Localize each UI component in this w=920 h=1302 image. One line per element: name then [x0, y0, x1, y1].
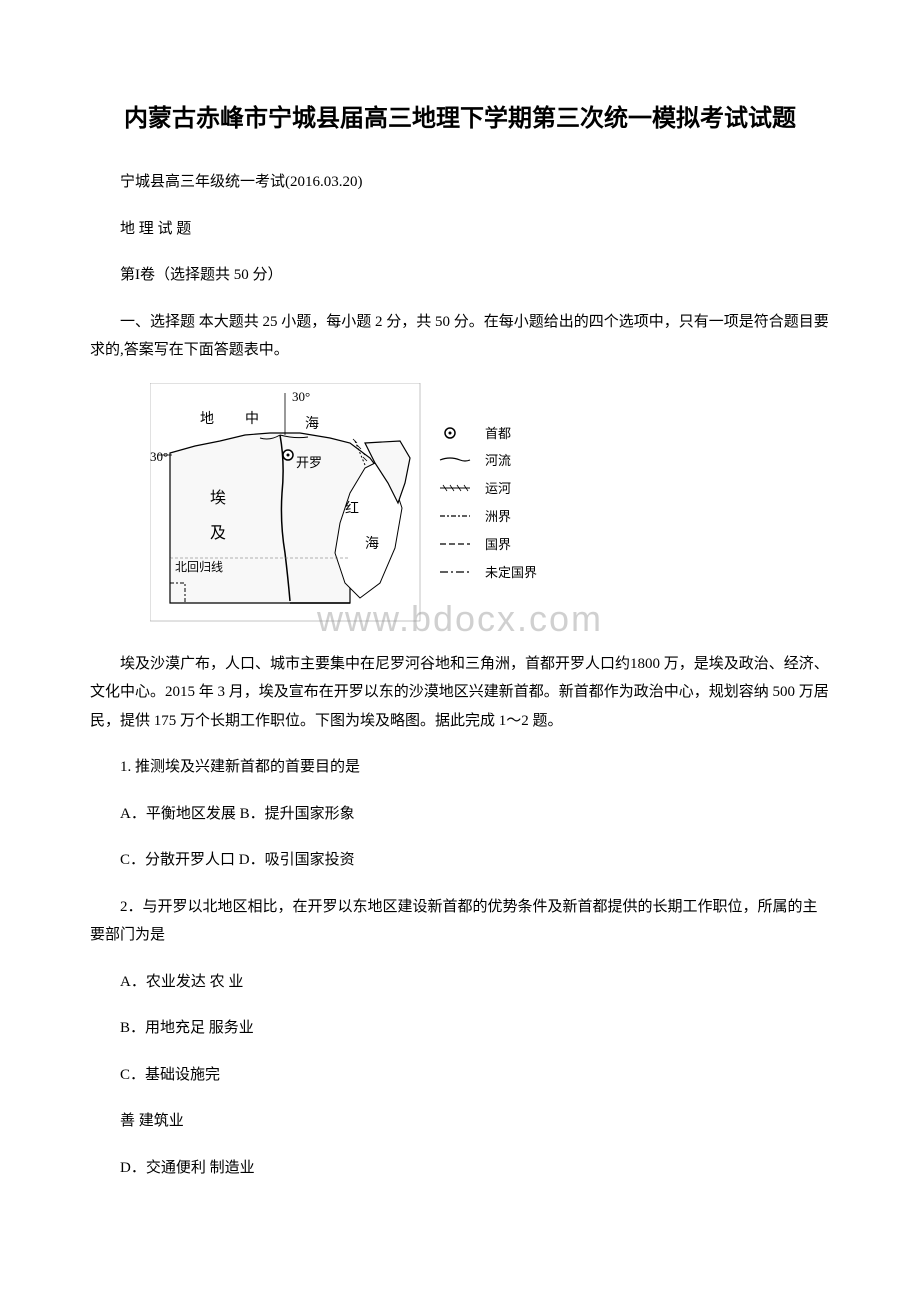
- latitude-label: 30°: [150, 449, 168, 464]
- subject-label: 地 理 试 题: [90, 215, 830, 244]
- legend-national: 国界: [485, 537, 511, 552]
- sea-east-label: 海: [365, 536, 379, 552]
- cairo-label: 开罗: [296, 455, 322, 470]
- med-label-1: 地: [200, 411, 214, 427]
- longitude-label: 30°: [292, 389, 310, 404]
- legend-continent: 洲界: [485, 509, 511, 524]
- med-label-2: 中: [245, 411, 259, 427]
- section-header: 第I卷（选择题共 50 分）: [90, 261, 830, 290]
- q2-option-d: D．交通便利 制造业: [90, 1154, 830, 1183]
- med-label-3: 海: [305, 416, 319, 432]
- tropic-label: 北回归线: [175, 560, 223, 574]
- map-figure: 30° 30° 北回归线 开罗 地 中 海 埃 及 红 海: [150, 383, 830, 623]
- legend-undetermined: 未定国界: [485, 565, 537, 580]
- red-label: 红: [345, 501, 359, 517]
- egypt-label-2: 及: [210, 525, 226, 542]
- egypt-label-1: 埃: [210, 489, 226, 507]
- document-title: 内蒙古赤峰市宁城县届高三地理下学期第三次统一模拟考试试题: [90, 100, 830, 138]
- q1-option-ab: A．平衡地区发展 B．提升国家形象: [90, 800, 830, 829]
- context-paragraph: 埃及沙漠广布，人口、城市主要集中在尼罗河谷地和三角洲，首都开罗人口约1800 万…: [90, 650, 830, 736]
- q2-option-c2: 善 建筑业: [90, 1107, 830, 1136]
- q2-option-a: A．农业发达 农 业: [90, 968, 830, 997]
- q2-option-b: B．用地充足 服务业: [90, 1014, 830, 1043]
- legend-canal: 运河: [485, 481, 511, 496]
- legend-river: 河流: [485, 453, 511, 468]
- q2-option-c: C．基础设施完: [90, 1061, 830, 1090]
- exam-subtitle: 宁城县高三年级统一考试(2016.03.20): [90, 168, 830, 197]
- q2-stem: 2．与开罗以北地区相比，在开罗以东地区建设新首都的优势条件及新首都提供的长期工作…: [90, 893, 830, 950]
- egypt-map-svg: 30° 30° 北回归线 开罗 地 中 海 埃 及 红 海: [150, 383, 570, 623]
- q1-stem: 1. 推测埃及兴建新首都的首要目的是: [90, 753, 830, 782]
- instructions-text: 一、选择题 本大题共 25 小题，每小题 2 分，共 50 分。在每小题给出的四…: [90, 308, 830, 365]
- legend-capital: 首都: [485, 426, 511, 441]
- q1-option-cd: C．分散开罗人口 D．吸引国家投资: [90, 846, 830, 875]
